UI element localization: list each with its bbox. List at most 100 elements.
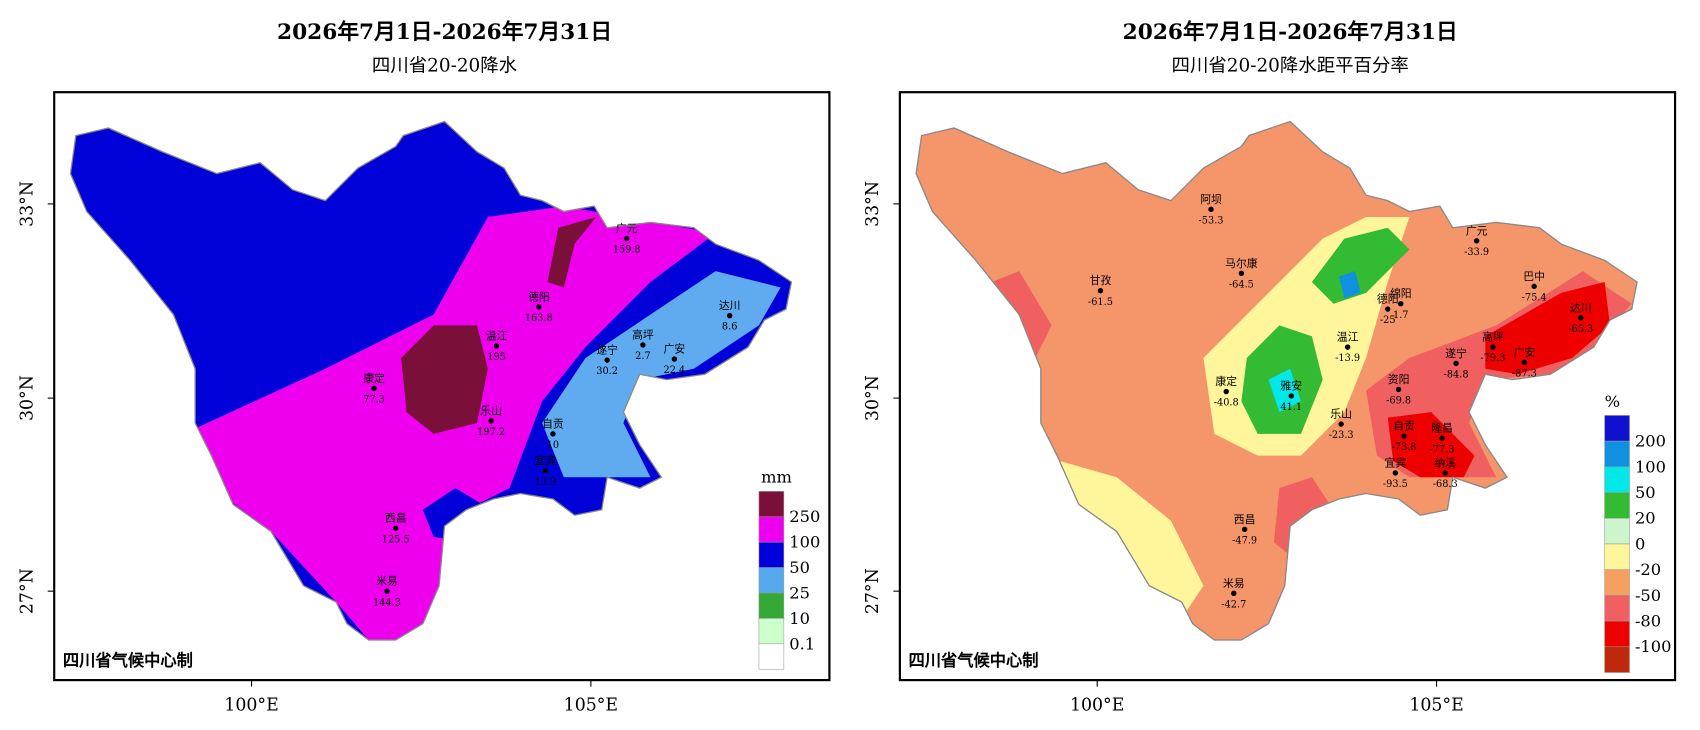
rain-region (401, 325, 488, 434)
station-name: 遂宁 (1445, 346, 1467, 360)
lat-label: 27°N (18, 568, 38, 614)
legend-swatch (1604, 415, 1630, 442)
station-dot (1578, 315, 1584, 321)
lon-label: 100°E (224, 695, 278, 715)
station-dot (536, 304, 542, 310)
station-dot (604, 357, 610, 363)
station-dot (1097, 287, 1104, 294)
station-dot (542, 468, 549, 474)
station-name: 宜宾 (535, 453, 557, 467)
station-name: 德阳 (1377, 292, 1399, 306)
station-name: 纳溪 (1434, 456, 1456, 469)
credit: 四川省气候中心制 (909, 651, 1039, 670)
station-name: 达川 (1570, 301, 1592, 314)
legend-swatch (1604, 620, 1630, 648)
station-dot (1401, 433, 1407, 439)
station-dot (1231, 590, 1237, 597)
station-dot (1442, 470, 1448, 476)
legend-label: -80 (1635, 612, 1661, 631)
station-name: 温江 (1337, 331, 1359, 344)
legend-swatch (1604, 492, 1630, 519)
legend-swatch (1604, 517, 1630, 545)
station-name: 德阳 (528, 289, 550, 303)
legend-swatch (1604, 543, 1630, 570)
station-value: 41.1 (1280, 402, 1302, 413)
station-dot (671, 356, 678, 362)
legend-swatch (1604, 569, 1630, 596)
station-value: -75.4 (1522, 292, 1547, 303)
station-dot (640, 342, 646, 348)
station-value: 77.3 (363, 394, 385, 405)
station-name: 广安 (1514, 345, 1536, 359)
station-value: -69.8 (1386, 396, 1411, 407)
legend-label: 100 (789, 533, 820, 552)
rain-region (1387, 412, 1475, 478)
lat-label: 27°N (863, 568, 883, 614)
station-name: 西昌 (1234, 513, 1256, 526)
legend-label: 50 (789, 558, 810, 577)
legend-label: 0 (1635, 534, 1645, 553)
station-value: 144.3 (373, 597, 401, 608)
station-dot (384, 588, 390, 594)
lat-label: 30°N (18, 375, 38, 421)
map-frame (898, 91, 1677, 682)
rain-region (1311, 227, 1410, 304)
station-name: 高坪 (1482, 330, 1504, 344)
station-name: 高坪 (632, 327, 654, 341)
legend-label: -100 (1635, 637, 1672, 656)
station-dot (1490, 344, 1496, 350)
rain-region (542, 271, 781, 478)
station-value: 163.8 (525, 313, 553, 324)
station-dot (1531, 283, 1537, 290)
station-value: -93.5 (1383, 479, 1408, 490)
station-dot (1521, 359, 1528, 365)
station-name: 隆昌 (1431, 421, 1453, 435)
station-name: 阿坝 (1200, 192, 1222, 206)
station-dot (493, 343, 500, 349)
station-value: -61.5 (1088, 297, 1113, 308)
station-value: -23.3 (1329, 430, 1354, 441)
legend-label: -20 (1635, 560, 1661, 579)
legend-swatch (758, 618, 785, 645)
station-value: -33.9 (1464, 247, 1489, 258)
station-name: 巴中 (1523, 270, 1545, 283)
legend-swatch (758, 567, 785, 594)
lat-label: 33°N (18, 181, 38, 227)
legend-swatch (758, 643, 785, 670)
legend-label: 25 (789, 583, 810, 602)
legend-unit: % (1605, 392, 1620, 411)
station-value: 13.9 (534, 477, 556, 488)
station-value: 10 (547, 440, 559, 451)
legend-swatch (1604, 595, 1630, 622)
legend-label: 200 (1635, 432, 1666, 451)
station-dot (488, 418, 494, 424)
legend-swatch (758, 516, 785, 543)
rain-region (1040, 455, 1204, 619)
station-dot (1208, 206, 1214, 213)
legend-swatch (758, 491, 785, 518)
station-value: 1.7 (1393, 310, 1409, 321)
station-dot (1473, 238, 1480, 244)
station-value: 22.4 (664, 365, 686, 376)
station-name: 米易 (1223, 577, 1245, 590)
rain-region (547, 216, 597, 288)
station-name: 马尔康 (1225, 256, 1258, 270)
map-title: 2026年7月1日-2026年7月31日 (1123, 19, 1458, 45)
station-name: 自贡 (542, 417, 564, 430)
station-value: 30.2 (596, 366, 618, 377)
station-dot (1439, 435, 1445, 441)
province-outline (69, 120, 793, 641)
station-value: -42.7 (1221, 599, 1246, 610)
station-dot (1385, 306, 1391, 312)
lat-label: 30°N (863, 375, 883, 421)
station-dot (371, 385, 377, 392)
station-name: 广元 (616, 222, 638, 235)
legend-label: -50 (1635, 586, 1661, 605)
legend-label: 250 (789, 507, 820, 526)
station-value: -68.3 (1433, 479, 1458, 490)
station-name: 广安 (664, 342, 686, 356)
station-value: -77.3 (1429, 444, 1454, 455)
